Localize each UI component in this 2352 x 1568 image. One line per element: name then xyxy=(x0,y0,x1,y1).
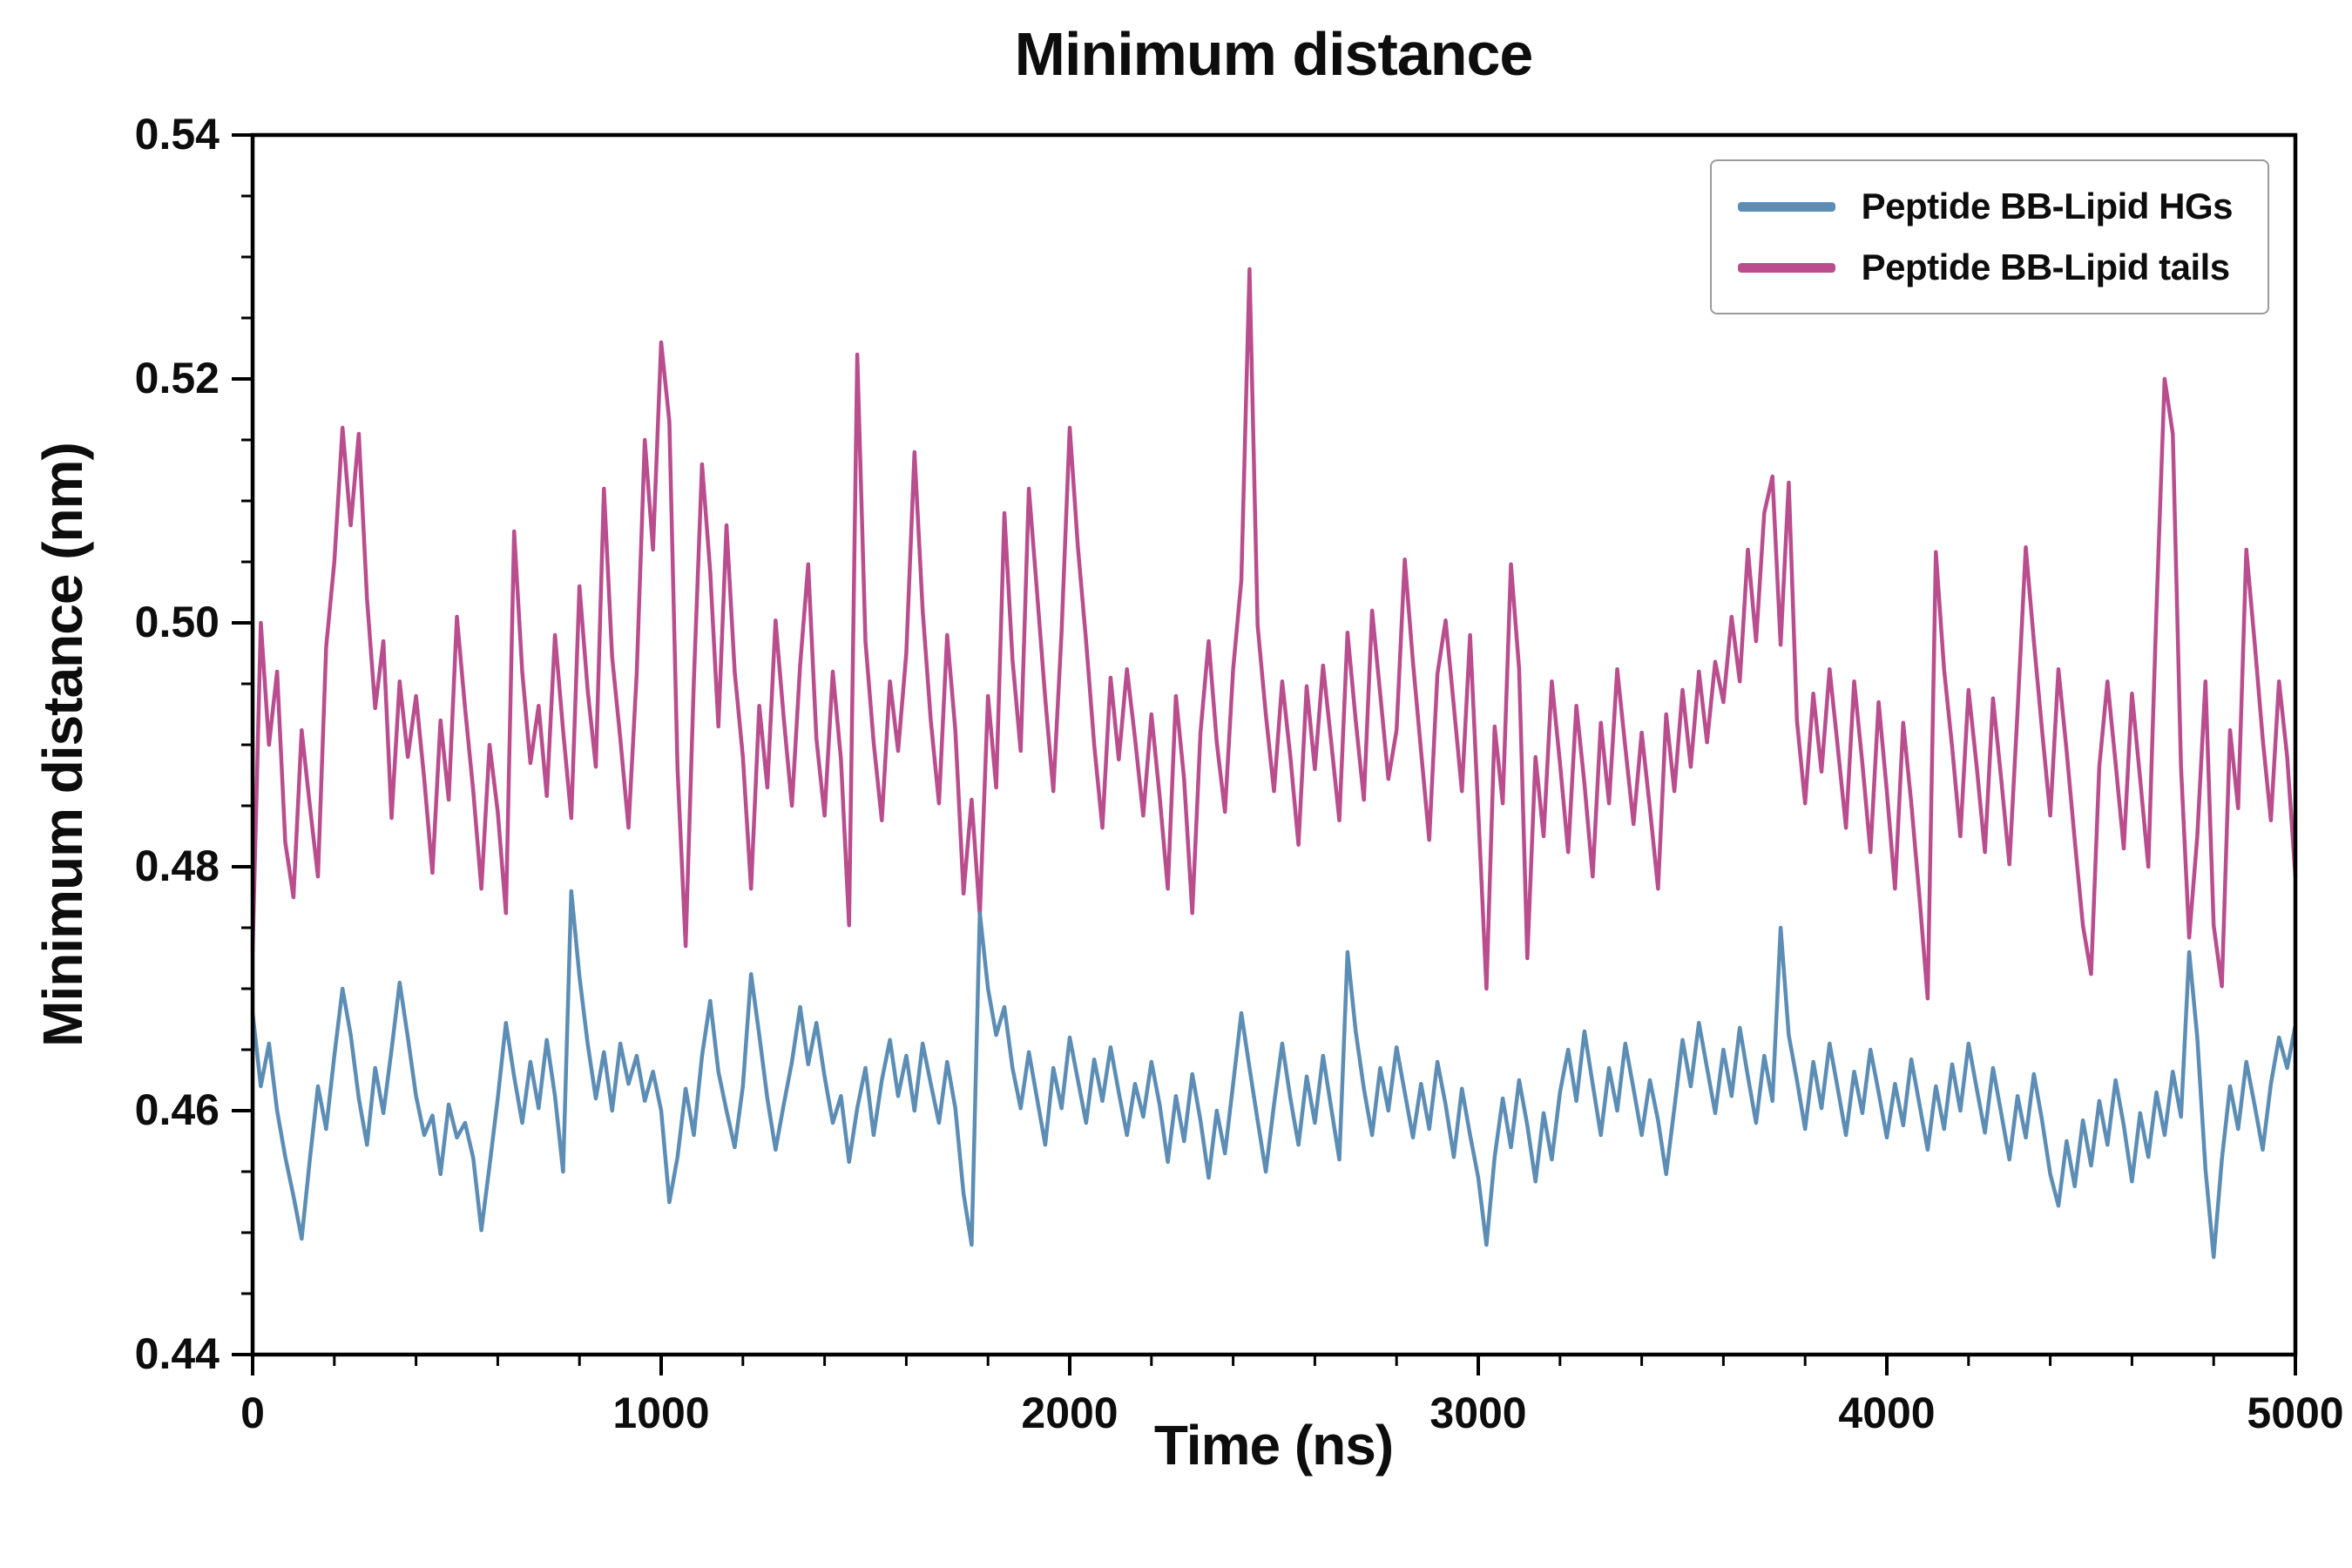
series-peptide-bb-lipid-hgs xyxy=(250,889,2298,1260)
y-tick-label: 0.52 xyxy=(134,354,220,402)
legend-entry-hgs: Peptide BB-Lipid HGs xyxy=(1737,186,2234,227)
y-tick-label: 0.46 xyxy=(134,1085,220,1134)
chart-title: Minimum distance xyxy=(1014,20,1534,88)
legend: Peptide BB-Lipid HGs Peptide BB-Lipid ta… xyxy=(1709,159,2269,314)
y-tick-label: 0.44 xyxy=(134,1329,220,1378)
x-tick-label: 0 xyxy=(240,1389,265,1437)
x-tick-label: 3000 xyxy=(1429,1389,1527,1437)
x-tick-label: 1000 xyxy=(612,1389,710,1437)
legend-label-tails: Peptide BB-Lipid tails xyxy=(1861,247,2231,287)
x-axis-label: Time (ns) xyxy=(1153,1414,1394,1477)
y-tick-label: 0.48 xyxy=(134,841,220,890)
x-tick-label: 5000 xyxy=(2247,1389,2344,1437)
plot-frame xyxy=(250,132,2298,1357)
legend-swatch-blue xyxy=(1737,201,1835,212)
x-tick-label: 2000 xyxy=(1021,1389,1119,1437)
legend-label-hgs: Peptide BB-Lipid HGs xyxy=(1861,186,2234,226)
x-tick-label: 4000 xyxy=(1838,1389,1936,1437)
y-tick-label: 0.50 xyxy=(134,598,220,646)
legend-swatch-pink xyxy=(1737,262,1835,273)
y-axis-label: Minimum distance (nm) xyxy=(31,443,94,1047)
line-chart xyxy=(232,132,2298,1375)
series-peptide-bb-lipid-tails xyxy=(250,267,2298,1001)
y-tick-label: 0.54 xyxy=(134,110,220,159)
legend-entry-tails: Peptide BB-Lipid tails xyxy=(1737,247,2233,288)
